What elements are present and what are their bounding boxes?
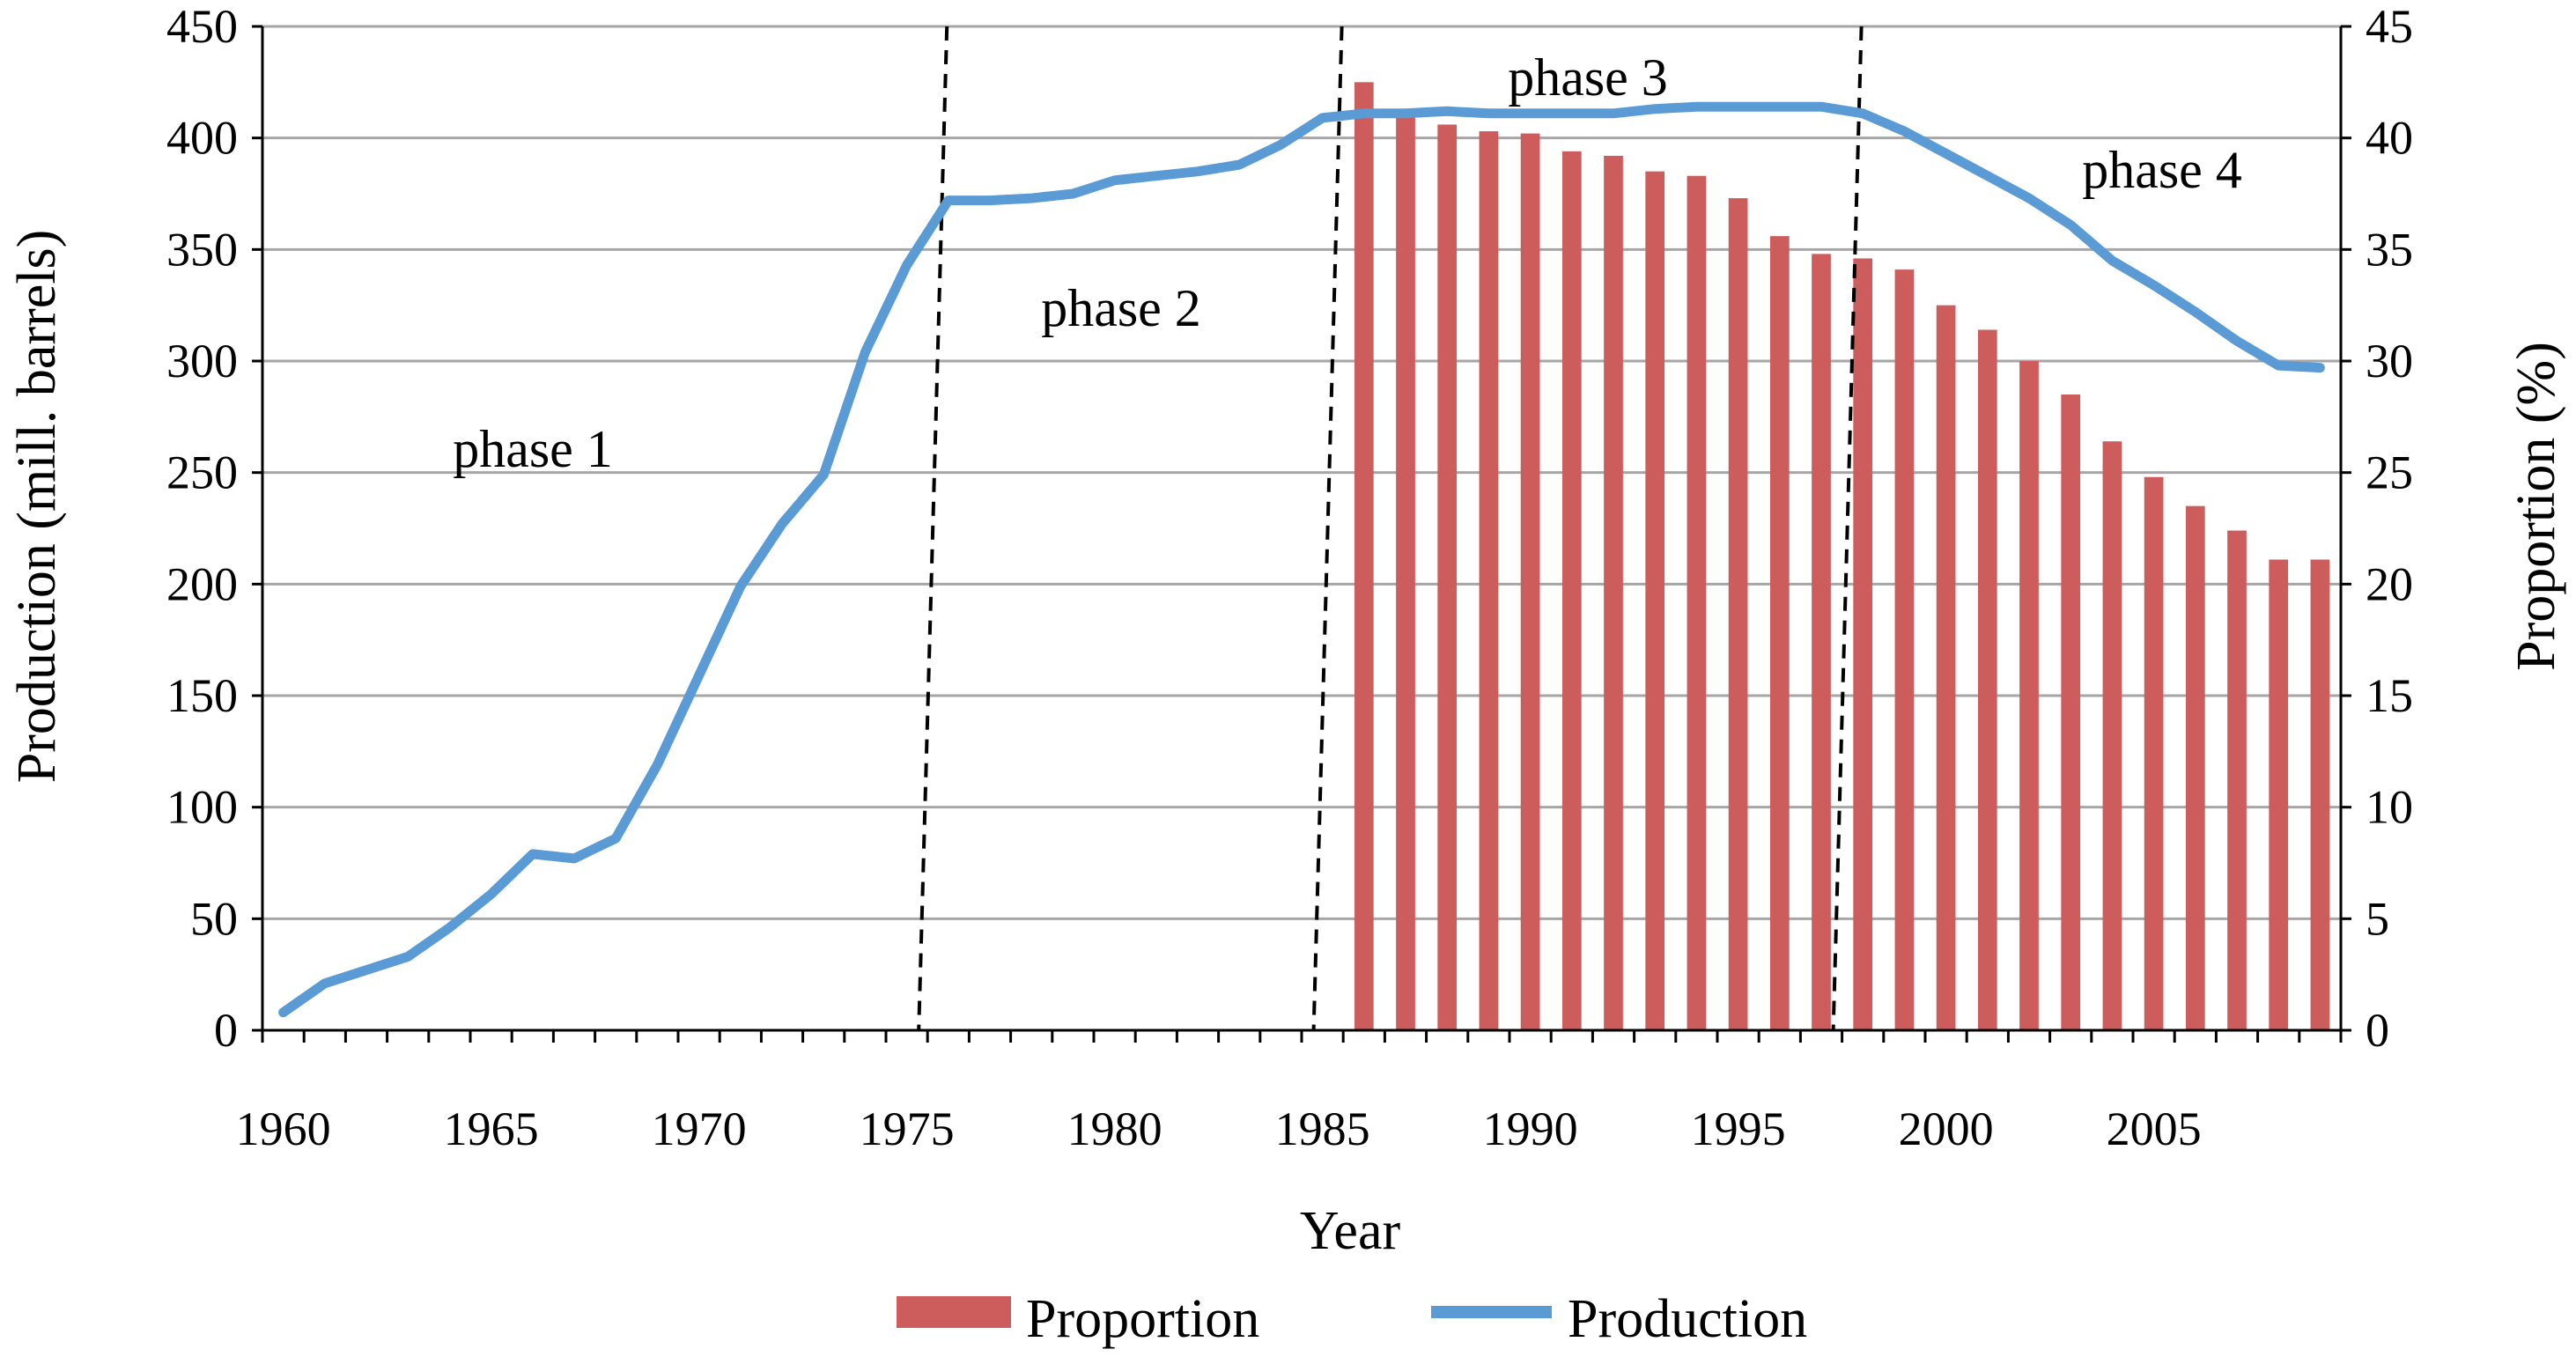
proportion-bars	[1354, 82, 2330, 1031]
bar-1990	[1520, 133, 1540, 1031]
axes: 0 50 100 150 200 250 300 350 400 450 0 5 10 15 20 25 30 3…	[166, 0, 2413, 1155]
y-right-tick-label-25: 25	[2366, 446, 2413, 499]
bar-2006	[2185, 505, 2205, 1030]
y-left-tick-label-450: 450	[166, 0, 238, 53]
legend-proportion-swatch	[897, 1296, 1011, 1328]
y-right-tick-label-30: 30	[2366, 335, 2413, 387]
bar-1998	[1853, 258, 1873, 1030]
y-left-tick-label-0: 0	[214, 1004, 238, 1057]
bar-1989	[1479, 131, 1499, 1031]
y-left-tick-label-100: 100	[166, 781, 238, 834]
y-axis-left-title: Production (mill. barrels)	[7, 230, 67, 783]
x-tick-label-1960: 1960	[236, 1102, 331, 1155]
legend-proportion-label: Proportion	[1026, 1289, 1259, 1349]
y-left-tick-label-350: 350	[166, 223, 238, 276]
bar-2009	[2310, 559, 2330, 1030]
y-right-tick-label-0: 0	[2366, 1004, 2389, 1057]
gridlines	[262, 25, 2341, 920]
x-axis-title: Year	[1300, 1201, 1401, 1261]
x-tick-label-2000: 2000	[1899, 1102, 1994, 1155]
legend-production-label: Production	[1568, 1289, 1807, 1349]
x-tick-label-1975: 1975	[860, 1102, 955, 1155]
x-tick-label-1980: 1980	[1067, 1102, 1163, 1155]
y-right-tick-label-40: 40	[2366, 112, 2413, 165]
x-tick-label-1995: 1995	[1691, 1102, 1786, 1155]
y-right-tick-label-35: 35	[2366, 223, 2413, 276]
y-right-tick-label-5: 5	[2366, 892, 2389, 945]
bar-1992	[1604, 155, 1623, 1030]
y-left-tick-label-200: 200	[166, 557, 238, 610]
bar-1996	[1769, 236, 1790, 1031]
bar-1999	[1894, 269, 1915, 1031]
phase-divider-2	[1311, 26, 1344, 1031]
bar-2003	[2061, 394, 2081, 1030]
bar-1991	[1561, 151, 1582, 1030]
bar-1997	[1812, 254, 1831, 1030]
y-left-tick-label-400: 400	[166, 112, 238, 165]
y-left-tick-label-300: 300	[166, 335, 238, 387]
production-line-group	[278, 101, 2325, 1018]
bar-2002	[2019, 361, 2039, 1030]
phase-2-label: phase 2	[1041, 279, 1201, 337]
bar-2005	[2144, 476, 2164, 1030]
x-tick-label-1990: 1990	[1483, 1102, 1578, 1155]
x-tick-label-1985: 1985	[1275, 1102, 1370, 1155]
phase-3-label: phase 3	[1508, 48, 1668, 107]
bar-2008	[2269, 559, 2289, 1030]
y-axis-right-title: Proportion (%)	[2506, 342, 2566, 671]
phase-4-label: phase 4	[2082, 141, 2242, 199]
y-right-tick-label-45: 45	[2366, 0, 2413, 53]
x-tick-label-1965: 1965	[444, 1102, 539, 1155]
bar-2007	[2227, 530, 2247, 1030]
y-right-tick-label-15: 15	[2366, 669, 2413, 722]
bar-1993	[1645, 171, 1665, 1030]
phase-1-label: phase 1	[453, 420, 613, 478]
phase-divider-3	[1831, 26, 1864, 1031]
phase-divider-1	[917, 26, 949, 1031]
bar-1995	[1728, 198, 1748, 1031]
bar-2004	[2102, 441, 2122, 1030]
y-left-tick-label-250: 250	[166, 446, 238, 499]
x-tick-label-1970: 1970	[652, 1102, 747, 1155]
bar-1994	[1687, 175, 1707, 1030]
bar-1988	[1437, 124, 1458, 1030]
phase-dividers	[917, 26, 1864, 1031]
bar-2000	[1936, 305, 1956, 1031]
production-line	[278, 101, 2325, 1018]
y-left-tick-label-50: 50	[190, 892, 238, 945]
legend: Proportion Production	[897, 1289, 1807, 1349]
bar-2001	[1977, 329, 1997, 1030]
y-right-tick-label-10: 10	[2366, 781, 2413, 834]
x-tick-label-2005: 2005	[2107, 1102, 2202, 1155]
y-right-tick-label-20: 20	[2366, 557, 2413, 610]
bar-1987	[1396, 108, 1415, 1031]
bar-1986	[1354, 82, 1374, 1030]
y-left-tick-label-150: 150	[166, 669, 238, 722]
